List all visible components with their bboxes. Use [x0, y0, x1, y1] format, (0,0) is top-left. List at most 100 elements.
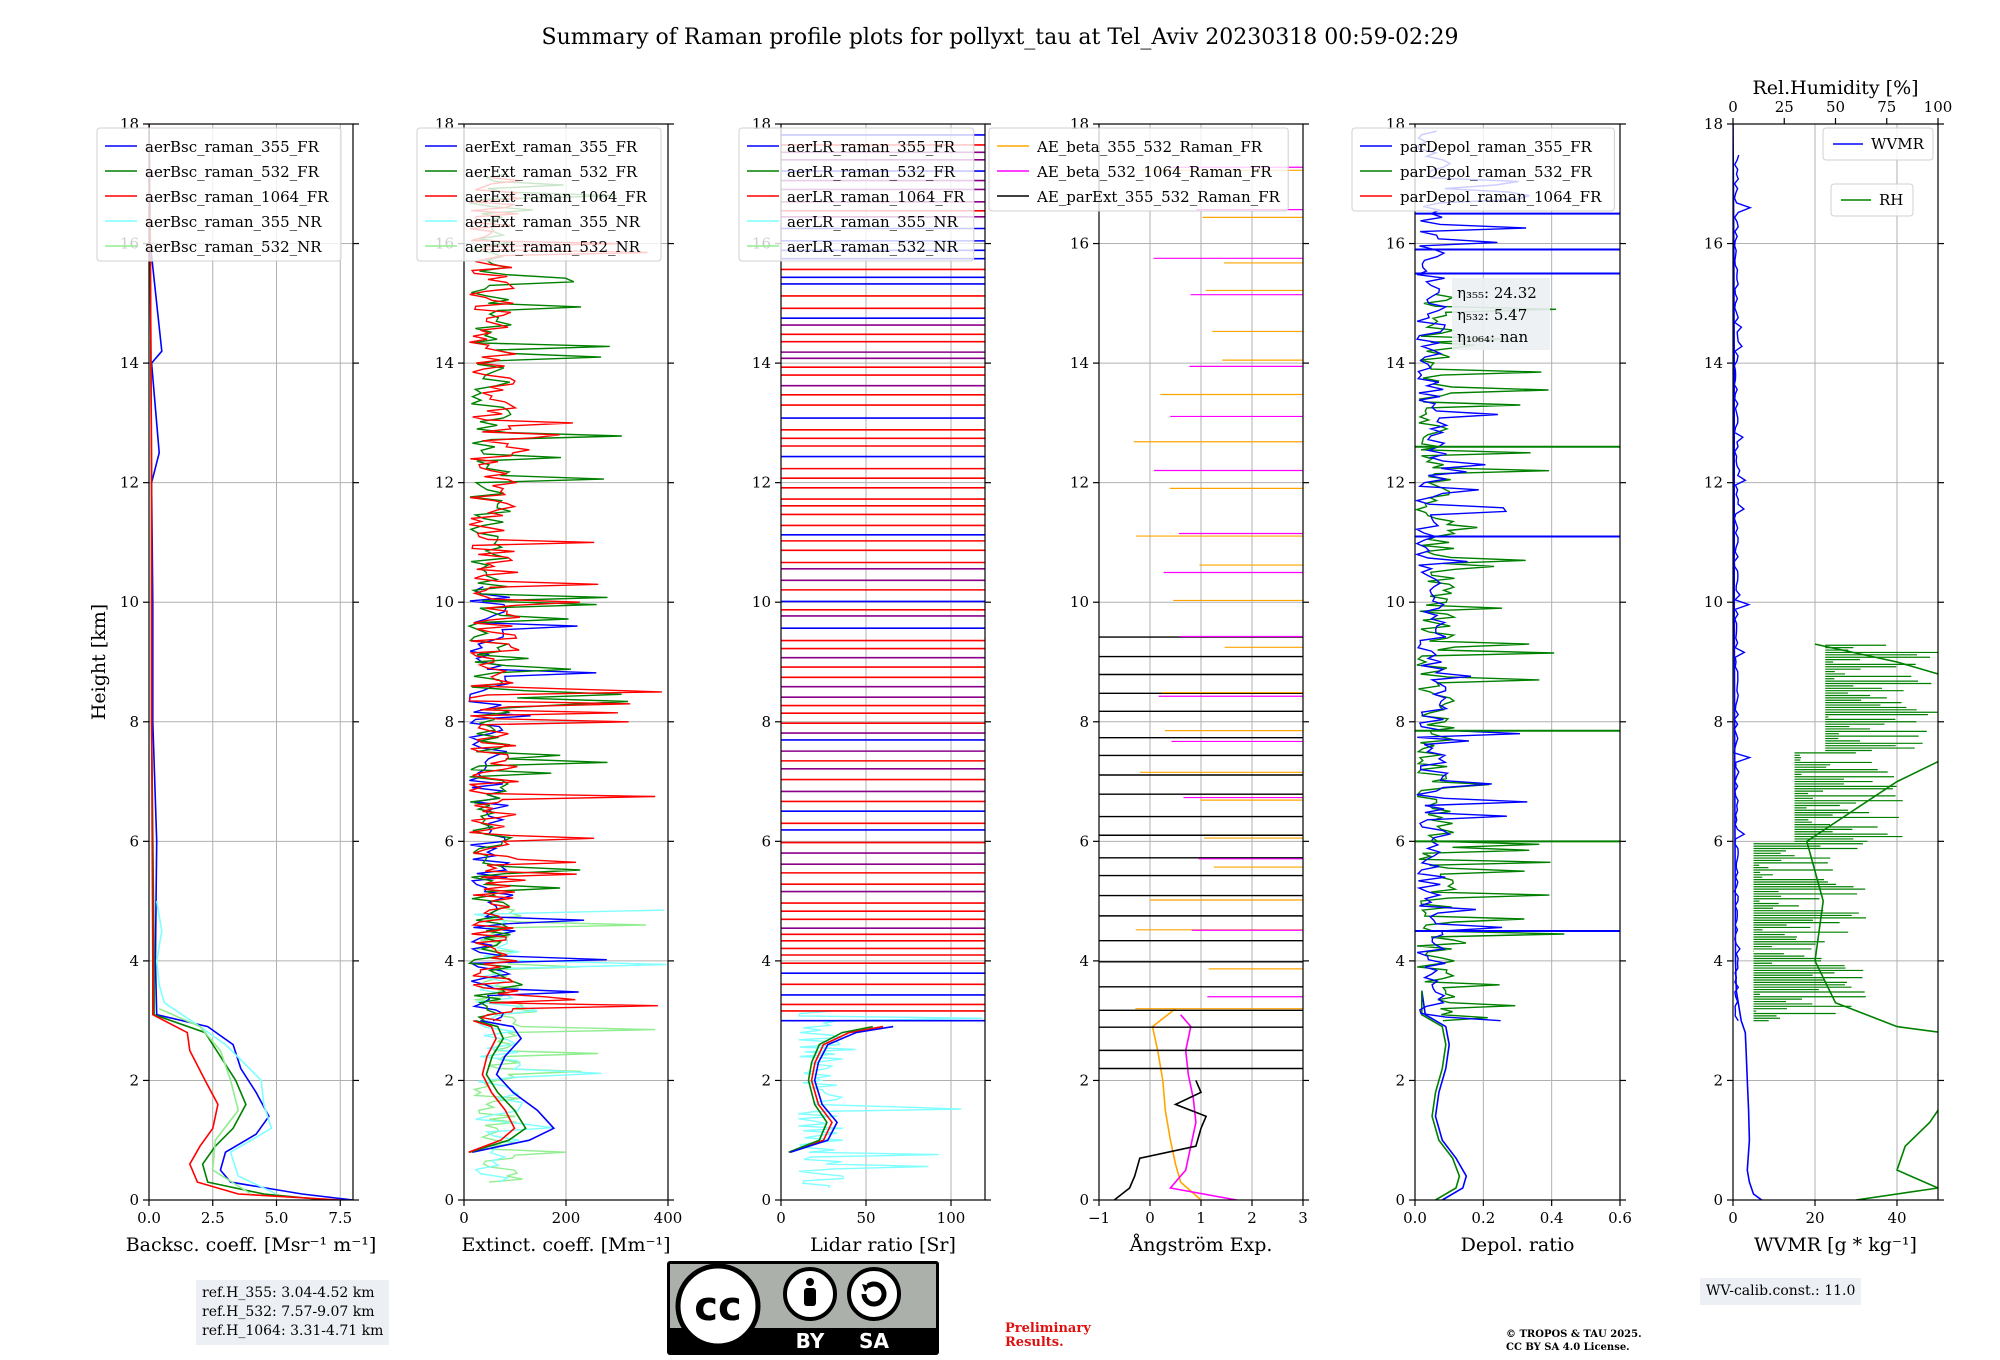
legend-box [96, 127, 342, 262]
ytick-label: 4 [1395, 952, 1405, 970]
xtick-label: 0 [459, 1209, 469, 1227]
xtick-label: 200 [552, 1209, 581, 1227]
legend-label: aerLR_raman_355_FR [787, 138, 956, 156]
series-aerBsc_raman_532_FR [149, 124, 328, 1200]
ytick-label: 14 [1386, 354, 1405, 372]
ytick-label: 0 [444, 1191, 454, 1209]
legend-label: parDepol_raman_355_FR [1400, 138, 1593, 156]
legend-label: aerBsc_raman_355_FR [145, 138, 320, 156]
copyright-line-2: CC BY SA 4.0 License. [1506, 1342, 1630, 1353]
ytick-label: 12 [1070, 474, 1089, 492]
legend-label: aerLR_raman_532_NR [787, 238, 958, 256]
axes-frame [780, 123, 986, 1201]
ytick-label: 14 [435, 354, 454, 372]
ylabel: Height [km] [88, 604, 110, 720]
axes-frame [148, 123, 354, 1201]
ytick-label: 6 [1079, 832, 1089, 850]
xtick-label: 3 [1298, 1209, 1308, 1227]
legend-label: aerBsc_raman_532_NR [145, 238, 322, 256]
plot-area [1733, 124, 1938, 1200]
legend-label: aerBsc_raman_355_NR [145, 213, 322, 231]
ytick-label: 8 [444, 713, 454, 731]
noise-ext-355NR [474, 909, 667, 1183]
xlabel-bsc: Backsc. coeff. [Msr⁻¹ m⁻¹] [126, 1234, 377, 1256]
series-aerBsc_raman_532_NR [158, 1007, 252, 1195]
xlabel-wv: WVMR [g * kg⁻¹] [1754, 1234, 1917, 1256]
ytick-label: 18 [1704, 115, 1723, 133]
legend-label: aerExt_raman_355_NR [465, 213, 641, 231]
ytick-label: 0 [1079, 1191, 1089, 1209]
profile-532 [469, 1019, 527, 1153]
noise-ext-532FR [467, 173, 629, 1022]
plot-area [149, 124, 353, 1200]
by-label: BY [796, 1329, 825, 1353]
ytick-label: 14 [752, 354, 771, 372]
ytick-label: 8 [1395, 713, 1405, 731]
ytick-label: 12 [1386, 474, 1405, 492]
profile-1064 [468, 1019, 516, 1153]
ytick-label: 2 [1713, 1071, 1723, 1089]
ytick-label: 6 [444, 832, 454, 850]
ytick-label: 6 [129, 832, 139, 850]
xtick-label: 2.5 [201, 1209, 225, 1227]
ytick-label: 0 [1395, 1191, 1405, 1209]
xlabel-depol: Depol. ratio [1461, 1234, 1575, 1256]
xlabel-ext: Extinct. coeff. [Mm⁻¹] [461, 1234, 670, 1256]
legend-label: RH [1879, 191, 1903, 209]
panel-wv: 0 2 4 6 8 10 12 14 16 18 0 20 40 WVMR [g * kg⁻¹] 0 25 50… [1704, 77, 1953, 1256]
plot-area [781, 134, 985, 1189]
series-aerBsc_raman_355_FR [149, 124, 353, 1200]
legend-label: aerLR_raman_1064_FR [787, 188, 965, 206]
noise-depol-532 [1415, 293, 1565, 1022]
ytick-label: 12 [435, 474, 454, 492]
ytick-label: 10 [120, 593, 139, 611]
ytick-label: 16 [1704, 235, 1723, 253]
xtick-label: 40 [1887, 1209, 1906, 1227]
ytick-label: 2 [1395, 1071, 1405, 1089]
sa-label: SA [859, 1329, 889, 1353]
annotation-box [1452, 278, 1550, 350]
x2tick-label: 25 [1775, 98, 1794, 116]
noise-ext-1064FR [469, 174, 662, 1022]
x2tick-label: 50 [1826, 98, 1845, 116]
series-AE_beta_355_532_Raman_FR [1151, 1008, 1202, 1200]
legend-label: parDepol_raman_1064_FR [1400, 188, 1602, 206]
legend-label: AE_beta_532_1064_Raman_FR [1036, 163, 1272, 181]
plot-area [467, 173, 667, 1183]
annotation-eta: η₁₀₆₄: nan [1457, 328, 1528, 346]
ytick-label: 6 [1395, 832, 1405, 850]
legend-box [416, 127, 662, 262]
xtick-label: 0 [776, 1209, 786, 1227]
xtick-label: 100 [937, 1209, 966, 1227]
ytick-label: 2 [444, 1071, 454, 1089]
profile-355 [472, 1019, 556, 1153]
legend-label: AE_parExt_355_532_Raman_FR [1036, 188, 1281, 206]
ytick-label: 8 [1079, 713, 1089, 731]
ytick-label: 4 [129, 952, 139, 970]
preliminary-results-note: Preliminary Results. [1005, 1322, 1091, 1350]
legend-label: AE_beta_355_532_Raman_FR [1036, 138, 1263, 156]
xtick-label: 400 [654, 1209, 683, 1227]
legend-box [1351, 127, 1615, 212]
ytick-label: 2 [761, 1071, 771, 1089]
legend-label: aerLR_raman_532_FR [787, 163, 956, 181]
copyright-line-1: © TROPOS & TAU 2025. [1506, 1329, 1642, 1340]
x2tick-label: 100 [1924, 98, 1953, 116]
ytick-label: 10 [1704, 593, 1723, 611]
xlabel-lr: Lidar ratio [Sr] [810, 1234, 956, 1256]
legend-label: aerExt_raman_1064_FR [465, 188, 647, 206]
ref-h-532: ref.H_532: 7.57-9.07 km [202, 1304, 375, 1320]
profile-lr-1064 [789, 1025, 884, 1153]
series-WVMR [1733, 124, 1763, 1200]
x2tick-label: 75 [1877, 98, 1896, 116]
series-AE_parExt_355_532_Raman_FR [1113, 1080, 1208, 1200]
ytick-label: 10 [435, 593, 454, 611]
reference-height-box: ref.H_355: 3.04-4.52 km ref.H_532: 7.57-… [196, 1280, 390, 1345]
xtick-label: 0.2 [1471, 1209, 1495, 1227]
legend-label: aerExt_raman_532_NR [465, 238, 641, 256]
axes-frame [1414, 123, 1621, 1201]
xtick-label: 5.0 [265, 1209, 289, 1227]
ytick-label: 14 [1704, 354, 1723, 372]
